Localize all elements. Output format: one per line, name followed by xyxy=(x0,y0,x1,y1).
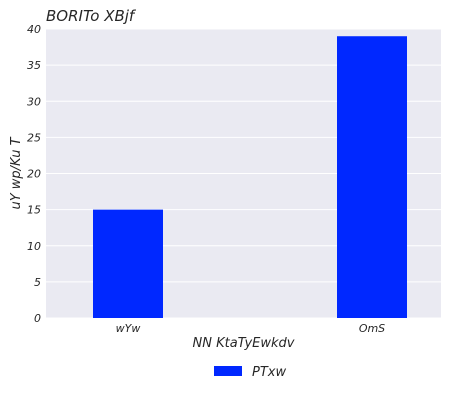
chart-title: BORITo XBjf xyxy=(46,7,137,25)
y-tick-label: 20 xyxy=(27,168,41,181)
y-axis-ticks: 0 5 10 15 20 25 30 35 40 xyxy=(27,23,41,325)
bars xyxy=(93,36,407,318)
y-tick-label: 40 xyxy=(27,23,41,36)
y-tick-label: 15 xyxy=(27,204,41,217)
y-tick-label: 25 xyxy=(27,131,41,144)
x-axis-label: NN KtaTyEwkdv xyxy=(193,336,295,351)
y-tick-label: 0 xyxy=(34,312,41,325)
y-axis-label: uY wp/Ku T xyxy=(9,136,24,209)
legend: PTxw xyxy=(214,365,286,380)
x-tick-label: wYw xyxy=(116,322,141,335)
y-tick-label: 5 xyxy=(34,276,41,289)
x-axis-ticks: wYw OmS xyxy=(116,322,386,335)
bar-wyw xyxy=(93,209,163,318)
legend-label-ptxw: PTxw xyxy=(252,365,286,380)
legend-swatch-ptxw xyxy=(214,366,242,376)
x-tick-label: OmS xyxy=(359,322,385,335)
y-tick-label: 30 xyxy=(27,95,41,108)
y-tick-label: 35 xyxy=(27,59,41,72)
y-tick-label: 10 xyxy=(27,240,41,253)
bar-oms xyxy=(337,36,407,318)
